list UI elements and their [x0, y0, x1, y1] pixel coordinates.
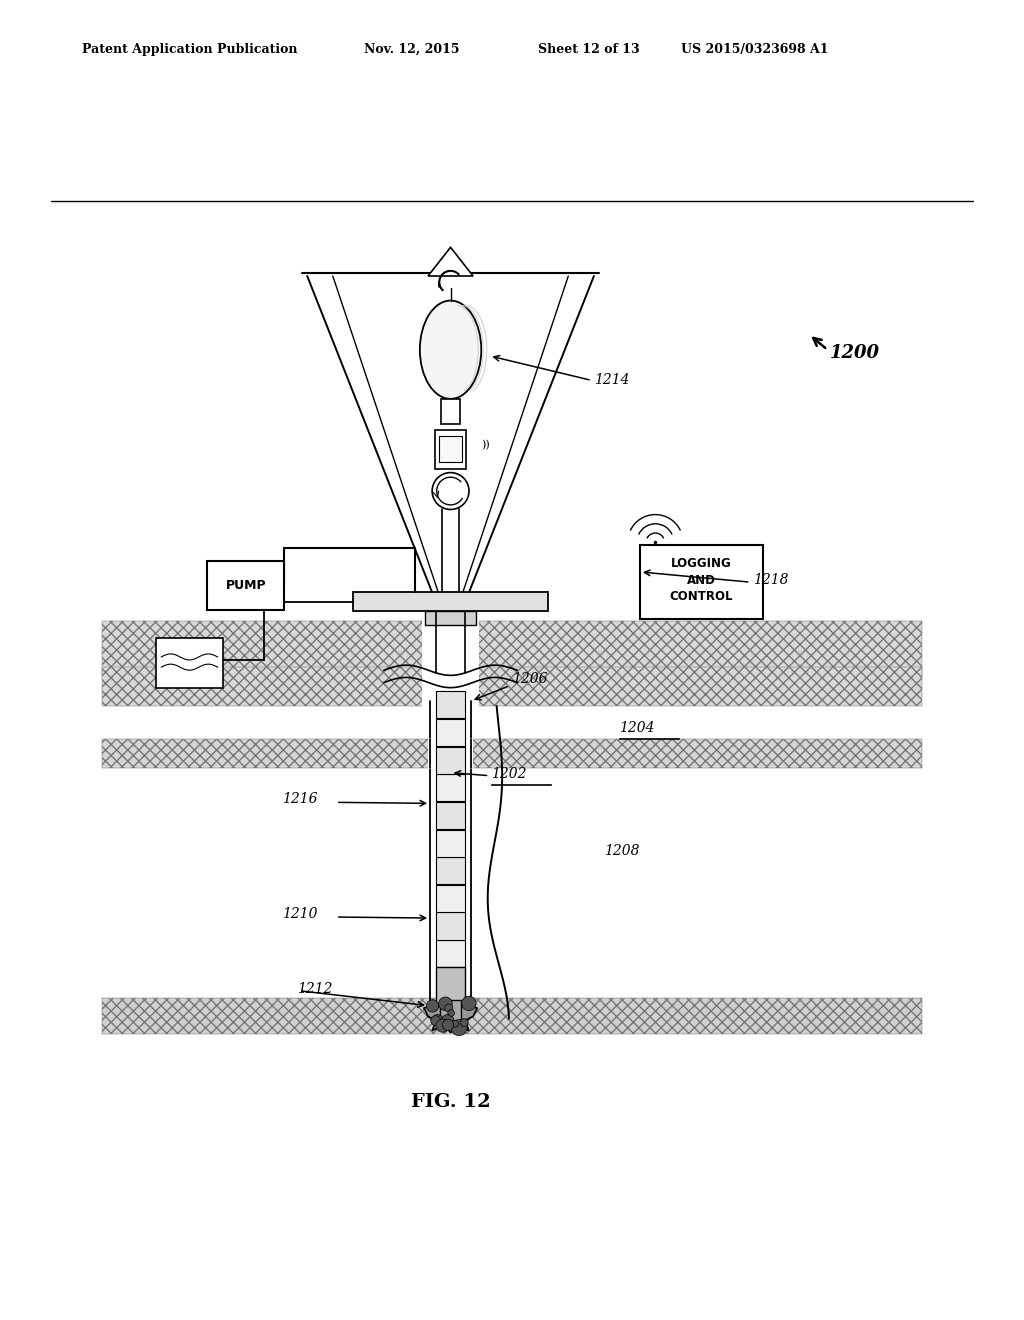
Text: Patent Application Publication: Patent Application Publication	[82, 42, 297, 55]
Bar	[436, 719, 465, 746]
Bar	[436, 801, 465, 829]
Bar	[436, 692, 465, 718]
Polygon shape	[424, 1005, 477, 1032]
Text: LOGGING: LOGGING	[671, 557, 732, 570]
Polygon shape	[428, 247, 473, 276]
Circle shape	[447, 1010, 455, 1016]
Circle shape	[444, 1005, 453, 1012]
Bar	[428, 738, 473, 768]
Bar	[441, 399, 460, 425]
Circle shape	[432, 1015, 443, 1026]
Text: 1200: 1200	[829, 343, 880, 362]
Bar	[422, 667, 479, 708]
Bar	[436, 775, 465, 801]
Text: FIG. 12: FIG. 12	[411, 1093, 490, 1111]
Text: 1206: 1206	[512, 672, 548, 685]
Text: 1216: 1216	[282, 792, 317, 807]
Bar	[436, 968, 465, 1006]
Circle shape	[460, 1019, 468, 1027]
Circle shape	[452, 1020, 459, 1027]
Bar	[436, 912, 465, 940]
Bar	[102, 998, 922, 1034]
Circle shape	[426, 999, 438, 1012]
Text: )): ))	[481, 440, 490, 450]
Bar	[436, 940, 465, 968]
Bar	[436, 857, 465, 884]
Text: 1214: 1214	[594, 372, 630, 387]
Bar	[425, 611, 476, 626]
Ellipse shape	[420, 301, 481, 399]
Bar	[436, 829, 465, 857]
Text: 1208: 1208	[604, 843, 640, 858]
Text: US 2015/0323698 A1: US 2015/0323698 A1	[681, 42, 828, 55]
Bar	[102, 739, 922, 767]
Text: 1204: 1204	[620, 721, 655, 735]
Bar	[440, 1001, 461, 1023]
Circle shape	[438, 997, 453, 1011]
Bar	[436, 884, 465, 912]
Text: 1212: 1212	[297, 982, 333, 995]
Bar	[640, 545, 763, 619]
Bar	[353, 593, 548, 611]
Circle shape	[432, 473, 469, 510]
Circle shape	[462, 997, 476, 1011]
Bar	[207, 561, 284, 610]
Bar	[435, 429, 466, 469]
Text: 1210: 1210	[282, 907, 317, 921]
Text: CONTROL: CONTROL	[670, 590, 733, 603]
Bar	[102, 622, 922, 677]
Bar	[439, 436, 462, 462]
Circle shape	[451, 1019, 467, 1036]
Bar	[422, 619, 479, 681]
Text: AND: AND	[687, 574, 716, 586]
Circle shape	[451, 1020, 459, 1028]
Bar	[102, 667, 922, 706]
Bar	[436, 747, 465, 774]
Circle shape	[442, 1019, 454, 1031]
Circle shape	[431, 1015, 440, 1026]
Text: PUMP: PUMP	[225, 578, 266, 591]
Text: 1218: 1218	[753, 573, 788, 587]
Text: Nov. 12, 2015: Nov. 12, 2015	[364, 42, 459, 55]
Circle shape	[436, 1019, 450, 1032]
Text: 1202: 1202	[492, 767, 527, 780]
Text: Sheet 12 of 13: Sheet 12 of 13	[538, 42, 639, 55]
Circle shape	[441, 1015, 454, 1027]
Bar	[156, 639, 222, 688]
